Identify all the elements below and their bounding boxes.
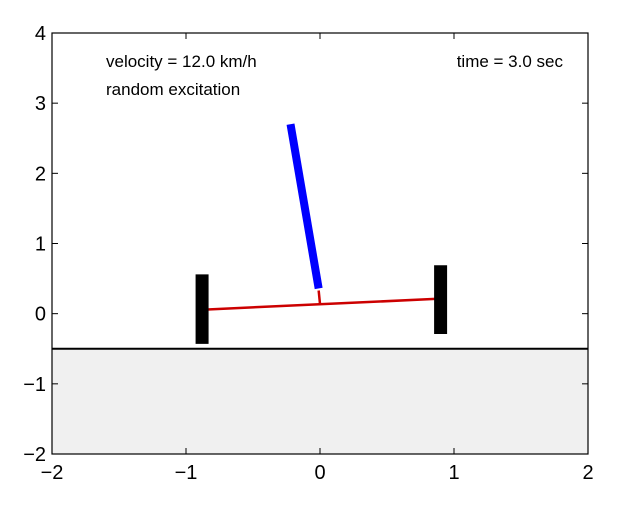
y-tick-label: 2 (35, 163, 46, 185)
time-annotation: time = 3.0 sec (457, 52, 564, 71)
pivot-link (319, 291, 320, 304)
x-tick-label: −1 (175, 462, 198, 484)
y-tick-label: 4 (35, 23, 46, 45)
axle-line (207, 299, 435, 310)
y-tick-label: −2 (23, 444, 46, 466)
y-tick-label: −1 (23, 374, 46, 396)
velocity-annotation: velocity = 12.0 km/h (106, 52, 257, 71)
ground-area (52, 349, 588, 454)
y-tick-label: 0 (35, 304, 46, 326)
y-tick-label: 1 (35, 234, 46, 256)
pendulum-bar (291, 124, 319, 288)
excitation-annotation: random excitation (106, 80, 240, 99)
x-tick-label: 2 (582, 462, 593, 484)
x-tick-label: 0 (314, 462, 325, 484)
y-tick-label: 3 (35, 93, 46, 115)
x-tick-label: 1 (448, 462, 459, 484)
